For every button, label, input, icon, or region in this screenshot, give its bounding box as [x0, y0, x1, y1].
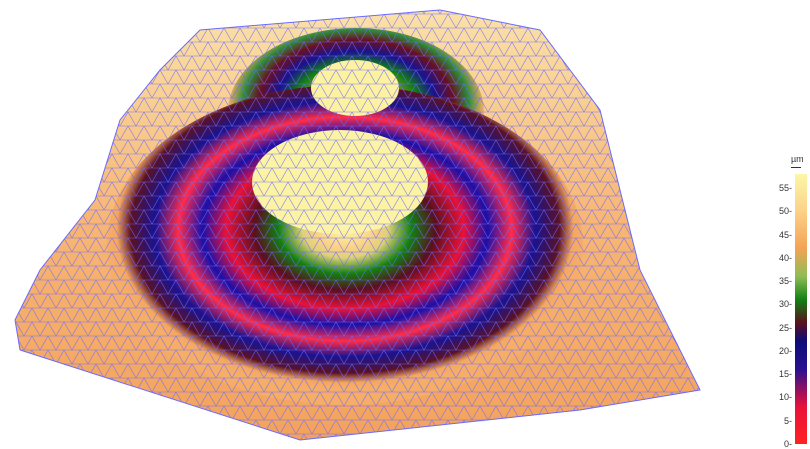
legend-tick-label: 10- [778, 392, 792, 403]
legend-tick-label: 45- [778, 229, 792, 240]
legend-color-bar [795, 174, 807, 444]
legend-tick-label: 35- [778, 276, 792, 287]
legend-tick-label: 15- [778, 369, 792, 380]
mesh-outline [14, 9, 701, 441]
wireframe-mesh [15, 10, 700, 440]
legend-unit-rule [791, 167, 801, 168]
surface-3d-view[interactable] [0, 0, 760, 446]
legend-tick-label: 55- [778, 182, 792, 193]
legend-tick-label: 5- [783, 415, 792, 426]
legend-tick-label: 25- [778, 322, 792, 333]
height-color-legend: µm 55- 50- 45- 40- 35- 30- 25- 20- 15- 10- 5- 0- [760, 148, 810, 449]
legend-tick-label: 50- [778, 206, 792, 217]
legend-tick-label: 40- [778, 252, 792, 263]
legend-tick-label: 0- [783, 439, 792, 449]
legend-unit-label: µm [791, 154, 804, 164]
legend-tick-label: 30- [778, 299, 792, 310]
legend-tick-label: 20- [778, 345, 792, 356]
